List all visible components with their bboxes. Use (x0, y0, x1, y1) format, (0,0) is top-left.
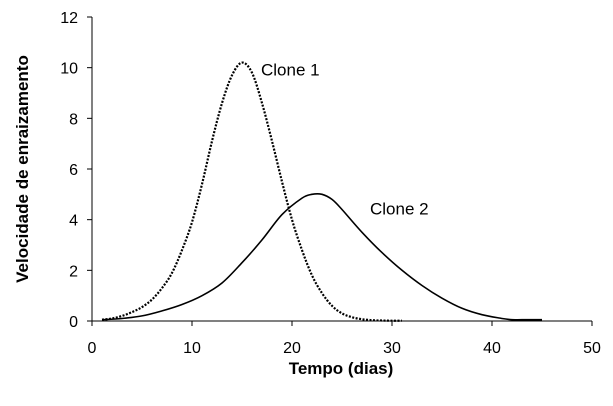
y-tick-label: 0 (69, 314, 78, 331)
y-tick-label: 2 (69, 263, 78, 280)
series-line-1 (101, 61, 403, 322)
y-tick-label: 12 (60, 10, 78, 27)
y-axis-title: Velocidade de enraizamento (13, 55, 32, 283)
x-tick-label: 0 (88, 340, 97, 357)
y-tick-label: 8 (69, 111, 78, 128)
x-axis-title: Tempo (dias) (289, 359, 394, 378)
axes (91, 17, 592, 322)
series-line-2 (101, 192, 542, 321)
x-tick-label: 20 (283, 340, 301, 357)
x-tick-label: 40 (483, 340, 501, 357)
x-tick-label: 10 (183, 340, 201, 357)
y-tick-label: 6 (69, 162, 78, 179)
y-tick-label: 10 (60, 61, 78, 78)
series-layer (101, 61, 542, 322)
x-tick-label: 50 (583, 340, 601, 357)
annotations: Clone 1 Clone 2 (261, 60, 429, 218)
series-label-2: Clone 2 (370, 200, 429, 219)
x-ticks: 0 10 20 30 40 50 (88, 321, 601, 357)
y-ticks: 0 2 4 6 8 10 12 (60, 10, 92, 331)
x-tick-label: 30 (383, 340, 401, 357)
series-label-1: Clone 1 (261, 60, 320, 79)
y-tick-label: 4 (69, 213, 78, 230)
